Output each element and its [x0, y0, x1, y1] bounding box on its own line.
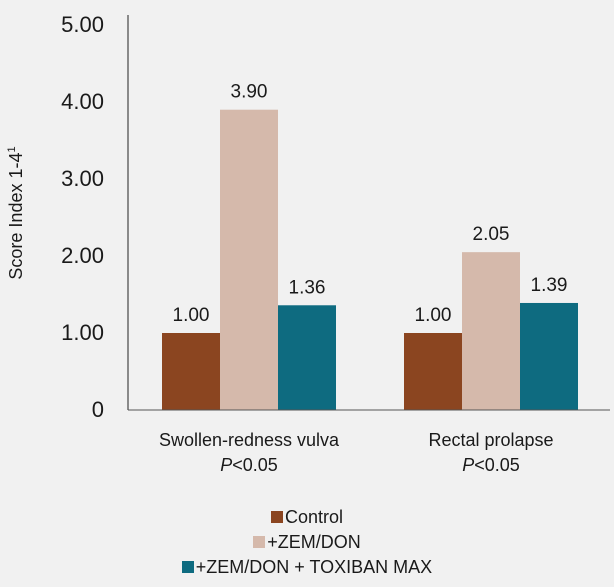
- bar: [462, 252, 520, 410]
- legend-label: Control: [284, 507, 344, 527]
- y-tick-label: 5.00: [61, 12, 104, 37]
- bars: [162, 109, 578, 410]
- y-tick-label: 1.00: [61, 320, 104, 345]
- data-label: 1.00: [415, 305, 452, 326]
- data-label: 1.39: [531, 275, 568, 296]
- data-label: 2.05: [473, 224, 510, 245]
- bar: [520, 302, 578, 410]
- category-label: Rectal prolapse: [428, 430, 553, 450]
- category-label: Swollen-redness vulva: [159, 430, 340, 450]
- y-axis-ticks: 0 1.00 2.00 3.00 4.00 5.00: [61, 12, 104, 422]
- p-value: <0.05: [474, 455, 520, 475]
- legend-item: +ZEM/DON: [0, 530, 614, 555]
- data-label: 1.36: [289, 277, 326, 298]
- bar: [162, 333, 220, 410]
- y-tick-label: 4.00: [61, 89, 104, 114]
- y-axis-label: Score Index 1-41: [6, 146, 26, 279]
- category-p-value: P<0.05: [220, 455, 278, 475]
- data-label: 1.00: [173, 305, 210, 326]
- legend-swatch: [253, 536, 266, 548]
- y-axis-label-superscript: 1: [6, 146, 18, 152]
- legend-swatch: [181, 561, 194, 573]
- legend-item: +ZEM/DON + TOXIBAN MAX: [0, 555, 614, 580]
- legend-label: +ZEM/DON: [267, 532, 361, 552]
- data-label: 3.90: [231, 82, 268, 103]
- legend: Control +ZEM/DON +ZEM/DON + TOXIBAN MAX: [0, 505, 614, 580]
- category-p-value: P<0.05: [462, 455, 520, 475]
- p-prefix: P: [220, 455, 232, 475]
- y-tick-label: 0: [92, 397, 104, 422]
- bar: [278, 305, 336, 410]
- y-tick-label: 3.00: [61, 166, 104, 191]
- bar: [220, 109, 278, 410]
- bar: [404, 333, 462, 410]
- p-prefix: P: [462, 455, 474, 475]
- legend-swatch: [270, 511, 283, 523]
- p-value: <0.05: [232, 455, 278, 475]
- y-tick-label: 2.00: [61, 243, 104, 268]
- legend-label: +ZEM/DON + TOXIBAN MAX: [195, 557, 433, 577]
- legend-item: Control: [0, 505, 614, 530]
- data-labels: 1.00 3.90 1.36 1.00 2.05 1.39: [173, 82, 568, 326]
